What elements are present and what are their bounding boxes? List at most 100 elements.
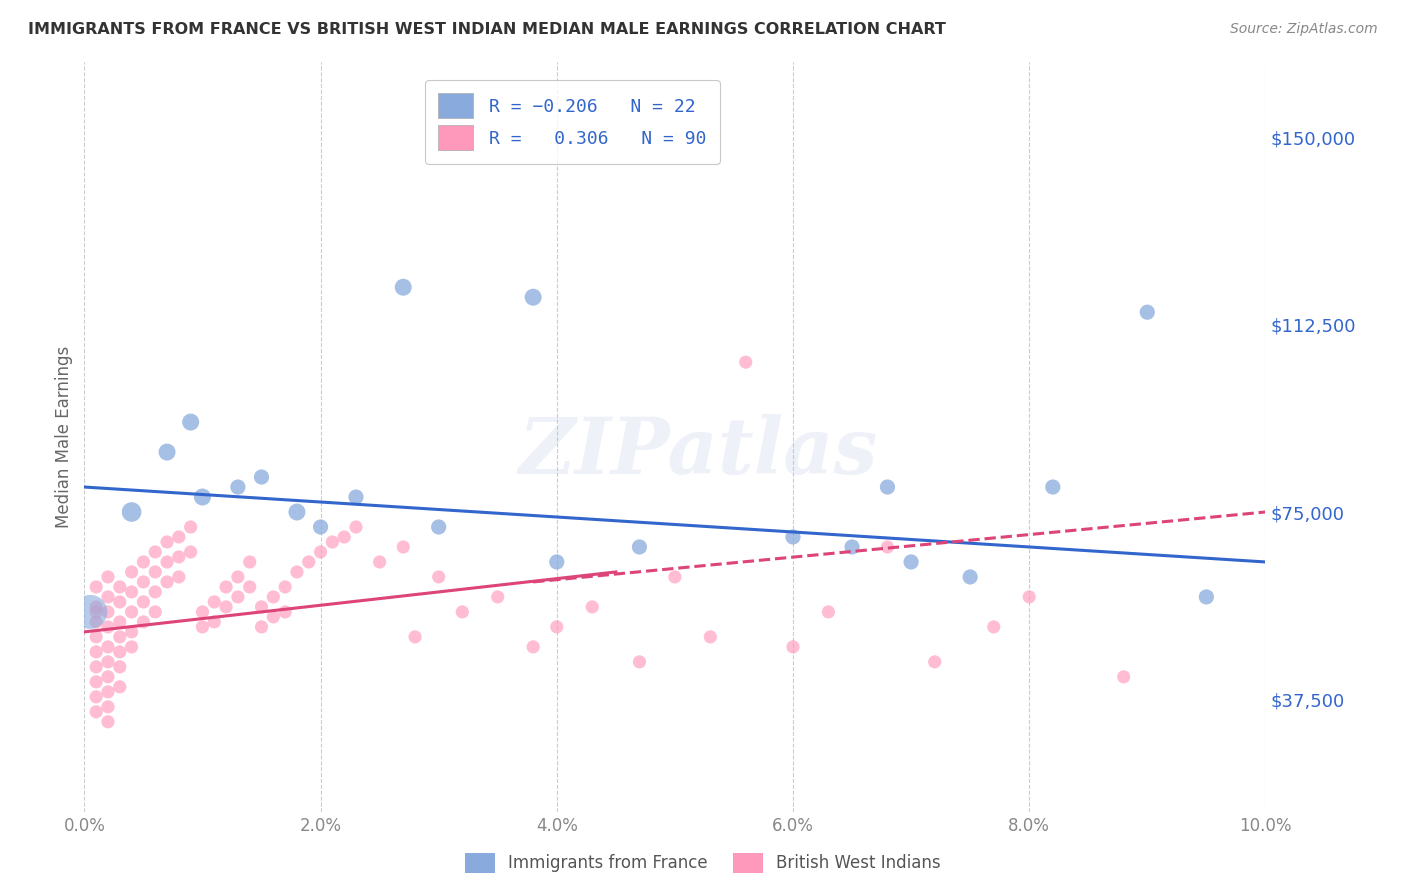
Point [79, 605, 101, 619]
Point [215, 599, 238, 614]
Point [156, 555, 179, 569]
Point [1195, 590, 1218, 604]
Text: ZIPatlas: ZIPatlas [519, 414, 879, 491]
Point [699, 630, 721, 644]
Point [285, 565, 308, 579]
Point [546, 555, 568, 569]
Point [84, 660, 107, 674]
Point [226, 570, 249, 584]
Point [202, 615, 225, 629]
Point [226, 590, 249, 604]
Point [191, 620, 214, 634]
Point [368, 555, 391, 569]
Point [108, 680, 131, 694]
Point [239, 580, 262, 594]
Point [841, 540, 863, 554]
Point [108, 660, 131, 674]
Point [132, 574, 155, 589]
Point [262, 590, 284, 604]
Point [143, 565, 166, 579]
Point [262, 610, 284, 624]
Point [782, 530, 804, 544]
Point [121, 505, 143, 519]
Point [959, 570, 981, 584]
Point [250, 599, 273, 614]
Point [344, 520, 367, 534]
Legend: R = −0.206   N = 22, R =   0.306   N = 90: R = −0.206 N = 22, R = 0.306 N = 90 [425, 79, 720, 163]
Point [97, 570, 120, 584]
Point [1042, 480, 1064, 494]
Point [404, 630, 426, 644]
Point [97, 605, 120, 619]
Point [108, 580, 131, 594]
Point [876, 480, 898, 494]
Point [298, 555, 321, 569]
Point [191, 490, 214, 504]
Point [427, 570, 450, 584]
Point [84, 630, 107, 644]
Point [156, 574, 179, 589]
Point [97, 620, 120, 634]
Point [84, 599, 107, 614]
Point [215, 580, 238, 594]
Text: Source: ZipAtlas.com: Source: ZipAtlas.com [1230, 22, 1378, 37]
Point [546, 620, 568, 634]
Point [167, 570, 190, 584]
Point [522, 640, 544, 654]
Point [250, 470, 273, 484]
Point [97, 655, 120, 669]
Point [1018, 590, 1040, 604]
Point [226, 480, 249, 494]
Point [97, 685, 120, 699]
Point [1136, 305, 1159, 319]
Point [121, 585, 143, 599]
Point [84, 705, 107, 719]
Point [876, 540, 898, 554]
Legend: Immigrants from France, British West Indians: Immigrants from France, British West Ind… [458, 847, 948, 880]
Point [84, 645, 107, 659]
Point [84, 580, 107, 594]
Point [250, 620, 273, 634]
Point [97, 714, 120, 729]
Point [983, 620, 1005, 634]
Point [167, 549, 190, 564]
Point [333, 530, 356, 544]
Point [108, 615, 131, 629]
Point [274, 605, 297, 619]
Point [84, 605, 107, 619]
Text: IMMIGRANTS FROM FRANCE VS BRITISH WEST INDIAN MEDIAN MALE EARNINGS CORRELATION C: IMMIGRANTS FROM FRANCE VS BRITISH WEST I… [28, 22, 946, 37]
Point [121, 624, 143, 639]
Point [132, 595, 155, 609]
Point [451, 605, 474, 619]
Point [97, 670, 120, 684]
Point [202, 595, 225, 609]
Point [156, 535, 179, 549]
Point [734, 355, 756, 369]
Point [121, 605, 143, 619]
Point [143, 545, 166, 559]
Point [97, 590, 120, 604]
Point [143, 585, 166, 599]
Point [143, 605, 166, 619]
Point [180, 545, 202, 559]
Point [321, 535, 343, 549]
Point [285, 505, 308, 519]
Point [427, 520, 450, 534]
Point [274, 580, 297, 594]
Point [167, 530, 190, 544]
Point [97, 640, 120, 654]
Point [817, 605, 839, 619]
Point [309, 520, 332, 534]
Point [180, 415, 202, 429]
Point [108, 595, 131, 609]
Point [1112, 670, 1135, 684]
Point [309, 545, 332, 559]
Point [628, 540, 651, 554]
Point [84, 690, 107, 704]
Point [239, 555, 262, 569]
Point [486, 590, 509, 604]
Point [132, 555, 155, 569]
Point [156, 445, 179, 459]
Point [628, 655, 651, 669]
Point [108, 645, 131, 659]
